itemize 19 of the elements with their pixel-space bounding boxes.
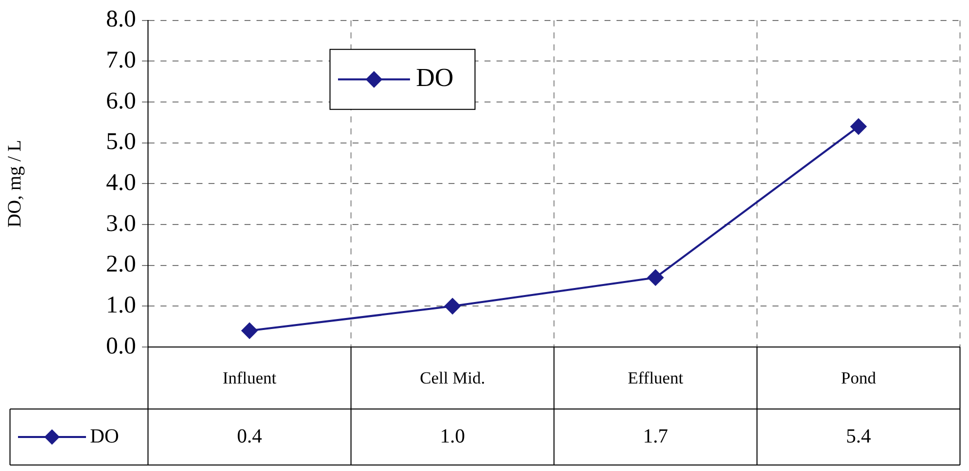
point xyxy=(850,118,866,135)
point xyxy=(648,270,664,286)
y-axis-title: DO, mg / L xyxy=(4,140,26,228)
legend-label: DO xyxy=(416,63,454,92)
y-tick-label: 0.0 xyxy=(106,333,136,360)
y-tick-label: 7.0 xyxy=(106,48,136,74)
y-tick-label: 8.0 xyxy=(106,6,136,33)
y-tick-label: 6.0 xyxy=(106,88,136,114)
point xyxy=(242,322,258,339)
y-tick-label: 5.0 xyxy=(106,129,136,156)
x-tick-label: Influent xyxy=(222,368,277,388)
y-tick-label: 4.0 xyxy=(106,170,136,196)
x-tick-label: Pond xyxy=(841,368,876,388)
y-tick-label: 3.0 xyxy=(106,210,136,237)
x-tick-label: Cell Mid. xyxy=(420,368,486,388)
y-tick-label: 2.0 xyxy=(106,252,136,278)
point xyxy=(444,298,460,314)
y-tick-label: 1.0 xyxy=(106,292,136,318)
x-tick-label: Effluent xyxy=(628,368,684,388)
